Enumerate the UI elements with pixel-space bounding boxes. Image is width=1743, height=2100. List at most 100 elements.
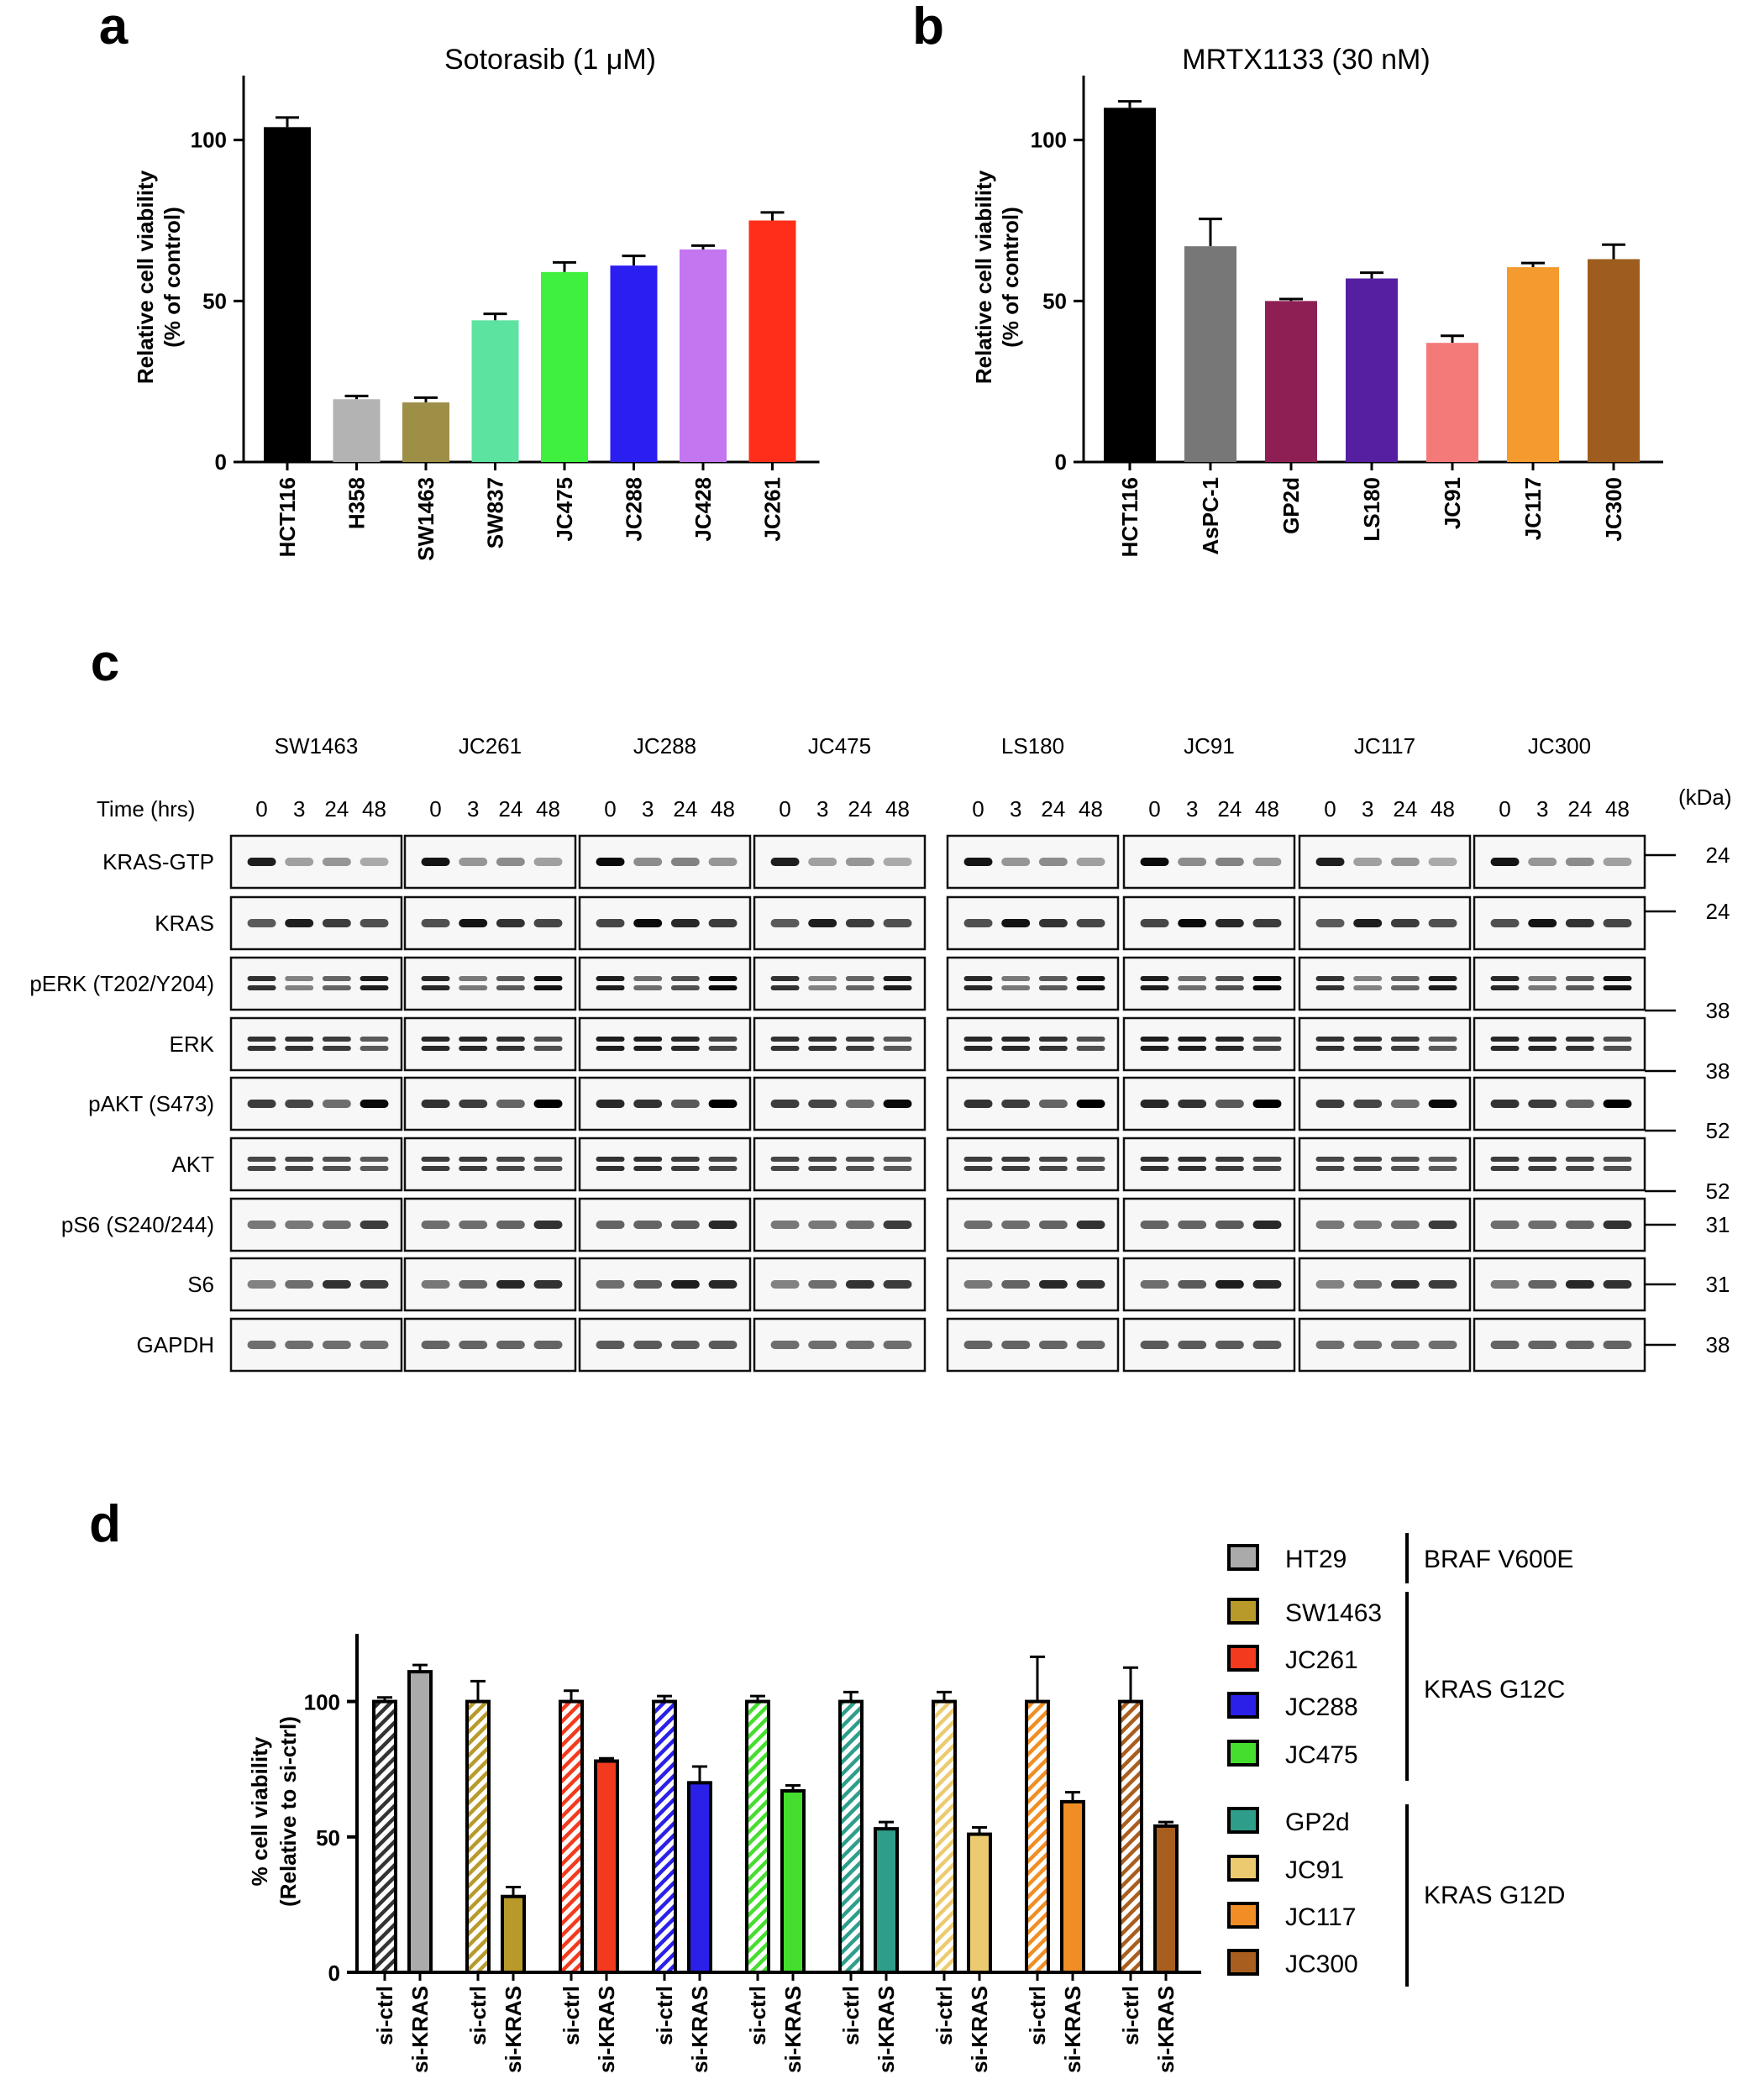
protein-label-akt: AKT (171, 1152, 214, 1177)
cell-line-label-jc288: JC288 (633, 733, 696, 759)
blot-band (708, 1157, 738, 1162)
blot-band (1528, 1157, 1557, 1162)
blot-band (1490, 1341, 1520, 1349)
blot-band (1252, 919, 1282, 927)
blot-band (808, 858, 837, 866)
y-axis-label: % cell viability (Relative to si-ctrl) (247, 1716, 301, 1907)
blot-band (963, 1221, 993, 1229)
x-tick-label: si-KRAS (1060, 1986, 1085, 2073)
blot-band (963, 1166, 993, 1171)
x-tick-label: si-ctrl (745, 1986, 770, 2045)
x-tick-label-jc300: JC300 (1601, 477, 1626, 542)
blot-band (596, 985, 625, 990)
blot-band (845, 976, 874, 981)
legend-group-kras-g12d: KRAS G12D (1424, 1882, 1565, 1909)
y-tick-label: 100 (1031, 128, 1067, 153)
bar-jc117-si-ctrl (1025, 1699, 1050, 1974)
blot-band (1252, 1341, 1282, 1349)
blot-band (845, 985, 874, 990)
timepoint-label: 24 (324, 796, 349, 822)
blot-box (1122, 1016, 1296, 1072)
blot-band (1178, 1166, 1207, 1171)
blot-band (845, 1166, 874, 1171)
cell-line-label-ls180: LS180 (1001, 733, 1064, 759)
blot-band (1603, 976, 1632, 981)
protein-label-perk-t202-y204: pERK (T202/Y204) (29, 971, 214, 996)
blot-band (1490, 1100, 1520, 1108)
blot-band (633, 1157, 663, 1162)
bar-jc261 (748, 220, 796, 462)
timepoint-label: 24 (1567, 796, 1592, 822)
blot-box (403, 956, 577, 1011)
blot-band (1528, 1100, 1557, 1108)
blot-band (845, 1037, 874, 1042)
blot-band (1490, 919, 1520, 927)
blot-band (770, 1280, 800, 1289)
blot-band (883, 1280, 912, 1289)
blot-band (1076, 1221, 1105, 1229)
blot-band (533, 1100, 563, 1108)
blot-band (360, 919, 389, 927)
legend-group-braf-v600e: BRAF V600E (1424, 1546, 1573, 1573)
blot-band (1565, 1046, 1594, 1051)
blot-band (670, 976, 700, 981)
blot-band (1315, 1157, 1345, 1162)
blot-box (403, 1137, 577, 1192)
blot-band (708, 1166, 738, 1171)
blot-band (421, 919, 450, 927)
blot-band (533, 1037, 563, 1042)
blot-band (1603, 1221, 1632, 1229)
blot-band (670, 1166, 700, 1171)
blot-band (1565, 1166, 1594, 1171)
blot-band (1001, 858, 1031, 866)
marker-label: 38 (1706, 1058, 1730, 1084)
blot-band (1038, 976, 1068, 981)
x-tick-label-jc428: JC428 (690, 477, 716, 542)
timepoint-label: 48 (885, 796, 910, 822)
blot-band (1215, 976, 1244, 981)
blot-band (1252, 1100, 1282, 1108)
bar-hct116 (1104, 108, 1156, 463)
blot-band (247, 858, 276, 866)
blot-band (1038, 858, 1068, 866)
blot-band (1428, 976, 1457, 981)
blot-band (459, 858, 488, 866)
x-tick-label-jc288: JC288 (622, 477, 647, 542)
blot-band (533, 1221, 563, 1229)
blot-band (845, 1221, 874, 1229)
blot-band (1076, 1280, 1105, 1289)
cell-line-label-jc300: JC300 (1528, 733, 1591, 759)
x-tick-label-jc261: JC261 (760, 477, 785, 542)
blot-band (770, 1341, 800, 1349)
blot-band (421, 985, 450, 990)
blot-band (496, 1166, 525, 1171)
blot-band (496, 919, 525, 927)
blot-band (247, 985, 276, 990)
blot-band (1076, 1166, 1105, 1171)
blot-band (808, 976, 837, 981)
bar-jc288-si-kras (687, 1781, 712, 1975)
x-tick-label: si-KRAS (687, 1986, 712, 2073)
blot-band (708, 1280, 738, 1289)
timepoint-label: 48 (1605, 796, 1630, 822)
x-tick-label: si-ctrl (652, 1986, 677, 2045)
blot-band (1140, 919, 1169, 927)
blot-band (963, 1157, 993, 1162)
blot-band (533, 1166, 563, 1171)
blot-band (708, 1046, 738, 1051)
blot-band (1215, 1341, 1244, 1349)
blot-band (1428, 1221, 1457, 1229)
panel-letter-a: a (99, 0, 129, 55)
blot-band (247, 976, 276, 981)
x-tick-label-sw1463: SW1463 (413, 477, 438, 561)
blot-band (322, 858, 351, 866)
blot-band (1038, 1166, 1068, 1171)
x-tick-label-jc91: JC91 (1440, 477, 1465, 529)
blot-band (1252, 985, 1282, 990)
timepoint-label: 24 (1393, 796, 1417, 822)
blot-band (633, 1037, 663, 1042)
timepoint-label: 48 (1079, 796, 1103, 822)
blot-band (1315, 919, 1345, 927)
blot-band (1428, 1037, 1457, 1042)
blot-band (1001, 919, 1031, 927)
